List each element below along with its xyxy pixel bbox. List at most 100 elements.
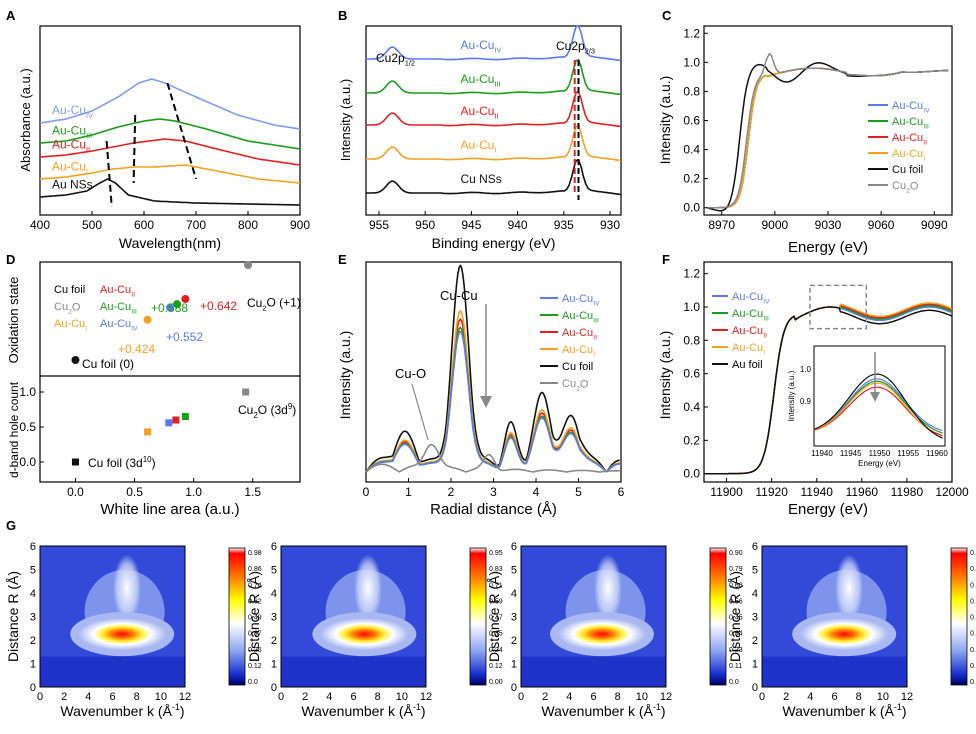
panel-e-ylabel: Intensity (a.u.) (337, 331, 353, 420)
panel-f-inset-xtick: 11960 (926, 449, 948, 458)
panel-g-map-frame (280, 545, 427, 688)
panel-c-legend-label: Au-CuI (892, 148, 925, 162)
panel-g-xtick: 0 (759, 691, 765, 703)
panel-e-legend-label: Au-CuIII (562, 310, 599, 324)
panel-f-ytick-label: 0.2 (683, 433, 700, 447)
panel-g-map-frame (520, 545, 667, 688)
panel-f-ytick-label: 0.0 (683, 467, 700, 481)
panel-g-ytick: 0 (752, 682, 758, 694)
panel-e-line-0 (365, 264, 620, 473)
panel-b-ylabel: Intensity (a.u.) (338, 79, 353, 161)
panel-letter: D (6, 252, 15, 267)
panel-a-label-3: Au-CuI (52, 160, 88, 177)
panel-g-xtick: 4 (566, 691, 572, 703)
panel-b-peak-2: Cu2p2/3 (556, 39, 595, 56)
panel-g-colorbar-label: 0.56 (729, 598, 743, 605)
panel-f-ytick-label: 1.2 (683, 267, 700, 281)
panel-g-ytick: 1 (271, 659, 277, 671)
panel-b-peak-1: Cu2p1/2 (376, 51, 415, 68)
panel-g-colorbar-label: 0.59 (489, 598, 503, 605)
panel-g-ytick: 4 (30, 588, 36, 600)
panel-g-ytick: 5 (752, 565, 758, 577)
panel-d-xtick-label: 1.5 (244, 485, 261, 499)
panel-g-ytick: 5 (271, 565, 277, 577)
panel-g-ytick: 0 (511, 682, 517, 694)
panel-letter: F (662, 252, 670, 267)
panel-f-legend-label: Au-CuI (732, 342, 765, 356)
panel-e-arrowhead (480, 396, 492, 408)
panel-a-label-4: Au NSs (52, 178, 93, 192)
panel-a-frame (39, 25, 301, 216)
panel-g-xtick: 10 (396, 691, 408, 703)
panel-g-xtick: 8 (375, 691, 381, 703)
panel-b-label-3: Au-CuI (460, 138, 496, 155)
panel-g-xtick: 6 (590, 691, 596, 703)
panel-b-xtick-label: 935 (554, 218, 574, 232)
panel-e-xtick-label: 6 (618, 485, 625, 499)
panel-f-legend-label: Au-CuIII (732, 308, 769, 322)
panel-g-colorbar-label: 0.71 (489, 582, 503, 589)
panel-g-colorbar-label: 0.20 (970, 647, 976, 654)
panel-f-xtick-label: 11900 (710, 485, 743, 499)
panel-d-legend: Au-CuII (100, 284, 135, 298)
panel-g-map-band (521, 656, 666, 687)
panel-g-map-band (40, 656, 185, 687)
panel-e-xtick-label: 3 (490, 485, 497, 499)
panel-g-ytick: 2 (511, 635, 517, 647)
panel-b-label-2: Au-CuII (460, 104, 498, 121)
panel-b-xtick-label: 940 (508, 218, 528, 232)
panel-a-xtick-label: 700 (186, 218, 206, 232)
panel-a-line-4 (39, 178, 301, 206)
panel-g-colorbar-label: 0.0 (970, 679, 976, 686)
panel-g-map-plume (113, 554, 141, 623)
panel-g-colorbar-label: 0.79 (729, 566, 743, 573)
panel-d-hole-point-2 (165, 419, 173, 427)
panel-g-colorbar-label: 0.25 (248, 647, 262, 654)
panel-f-line-4 (704, 306, 953, 475)
panel-g-colorbar-label: 0.83 (489, 566, 503, 573)
panel-g-colorbar-label: 0.74 (248, 582, 262, 589)
panel-g-colorbar-label: 0.71 (970, 566, 976, 573)
panel-f-inset-xlabel: Energy (eV) (858, 459, 901, 468)
panel-g-colorbar-label: 0.37 (248, 631, 262, 638)
panel-a-xtick-label: 400 (30, 218, 50, 232)
panel-f-ytick-label: 0.4 (683, 400, 700, 414)
panel-f-xtick-label: 11980 (891, 485, 924, 499)
panel-g-colorbar-label: 0.23 (729, 647, 743, 654)
panel-d-legend: Au-CuIV (100, 318, 138, 332)
panel-g-xtick: 2 (783, 691, 789, 703)
panel-d-hole-label: Cu2O (3d9) (238, 402, 296, 420)
panel-letter: G (6, 518, 16, 533)
panel-b-frame (365, 25, 622, 216)
panel-g-xlabel: Wavenumber k (Å-1) (60, 702, 184, 719)
panel-f-inset-arrowhead (870, 392, 880, 402)
panel-e-arrow (411, 383, 429, 441)
panel-e-annotation: Cu-Cu (440, 288, 478, 303)
panel-a-guide-1 (132, 114, 137, 184)
panel-f-legend-label: Au-CuII (732, 325, 767, 339)
panel-g-colorbar-label: 0.49 (248, 615, 262, 622)
panel-g-xtick: 4 (326, 691, 332, 703)
panel-g-xtick: 0 (518, 691, 524, 703)
panel-g-xlabel: Wavenumber k (Å-1) (541, 702, 665, 719)
panel-c-line-5 (707, 53, 949, 209)
panel-g-ylabel: Distance R (Å) (5, 571, 21, 662)
panel-e-xtick-label: 5 (575, 485, 582, 499)
panel-f-inset-ylabel: Intensity (a.u.) (787, 370, 796, 421)
panel-g-colorbar-label: 0.10 (970, 663, 976, 670)
panel-f-ytick-label: 0.8 (683, 333, 700, 347)
panel-d-hole-point-3 (172, 416, 180, 424)
panel-g-ytick: 5 (511, 565, 517, 577)
panel-g-map-frame (39, 545, 186, 688)
panel-g-colorbar-label: 0.11 (729, 663, 742, 670)
panel-c-xtick-label: 9060 (868, 218, 895, 232)
panel-g-xtick: 12 (420, 691, 432, 703)
panel-g-ylabel: Distance R (Å) (727, 571, 743, 662)
panel-c-legend-label: Au-CuII (892, 132, 927, 146)
panel-e-xlabel: Radial distance (Å) (430, 501, 557, 518)
panel-b-xtick-label: 930 (600, 218, 620, 232)
panel-c-legend-label: Cu foil (892, 164, 923, 176)
panel-d-ox-point-3 (173, 300, 182, 309)
panel-f-inset-ytick: 0.9 (800, 397, 812, 406)
panel-e-xtick-label: 0 (363, 485, 370, 499)
